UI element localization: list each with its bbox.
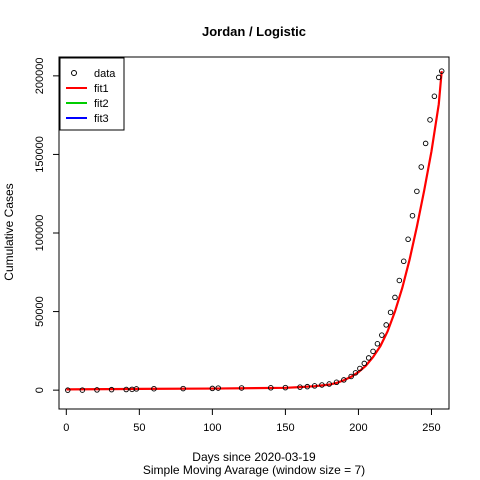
legend-marker-data [71, 70, 77, 76]
data-point [400, 258, 407, 265]
data-point [427, 117, 433, 123]
legend: data fit1 fit2 fit3 [59, 57, 125, 131]
data-point [133, 386, 140, 392]
data-point [348, 373, 354, 380]
data-point [387, 309, 394, 316]
data-point [396, 277, 403, 284]
data-point [438, 68, 445, 74]
data-point [94, 387, 100, 393]
data-point [357, 365, 363, 372]
data-point [268, 385, 274, 391]
y-tick-label: 150000 [34, 136, 46, 173]
y-axis-label: Cumulative Cases [2, 183, 16, 280]
x-tick-label: 200 [349, 422, 367, 434]
data-point [431, 93, 438, 100]
y-tick-label: 100000 [34, 215, 46, 252]
x-axis-label: Days since 2020-03-19 [192, 450, 316, 464]
y-tick-label: 0 [34, 387, 46, 393]
data-point [374, 341, 381, 347]
legend-label-fit1: fit1 [94, 83, 109, 95]
data-point [341, 377, 347, 383]
data-point [414, 188, 420, 195]
data-point [422, 140, 429, 147]
data-point [319, 382, 325, 388]
legend-label-fit3: fit3 [94, 113, 109, 125]
data-point [79, 387, 86, 393]
data-point [436, 74, 442, 81]
data-point [311, 383, 318, 389]
data-point [352, 370, 359, 376]
data-point [379, 332, 385, 338]
chart-subtitle: Simple Moving Avarage (window size = 7) [143, 463, 365, 477]
data-point [238, 385, 245, 391]
data-point [215, 385, 221, 391]
data-point [282, 384, 289, 391]
x-tick-label: 150 [276, 422, 294, 434]
data-point [123, 386, 129, 393]
legend-label-data: data [94, 68, 116, 80]
x-tick-label: 0 [63, 422, 69, 434]
y-tick-label: 50000 [34, 296, 46, 327]
chart-title: Jordan / Logistic [202, 24, 306, 39]
data-point [297, 384, 303, 390]
data-point [409, 212, 416, 219]
data-point [370, 348, 376, 355]
y-tick-label: 200000 [34, 57, 46, 94]
plot-region: 0 50 100 150 200 250 0 50000 100000 150000 200000 [34, 56, 450, 434]
data-point [108, 386, 115, 393]
data-point [209, 385, 216, 392]
x-tick-label: 100 [203, 422, 221, 434]
data-point [151, 385, 157, 392]
data-point [180, 385, 186, 392]
x-tick-label: 250 [422, 422, 440, 434]
legend-label-fit2: fit2 [94, 98, 109, 110]
data-point [365, 355, 372, 361]
data-point [304, 383, 311, 390]
data-point [392, 294, 398, 301]
data-point [326, 381, 332, 387]
data-point [65, 387, 71, 393]
fit1-line [66, 71, 443, 391]
data-point [361, 360, 368, 367]
x-tick-label: 50 [133, 422, 145, 434]
data-point [418, 164, 424, 170]
data-point [333, 379, 340, 386]
data-point [383, 322, 389, 328]
data-point [405, 236, 411, 243]
